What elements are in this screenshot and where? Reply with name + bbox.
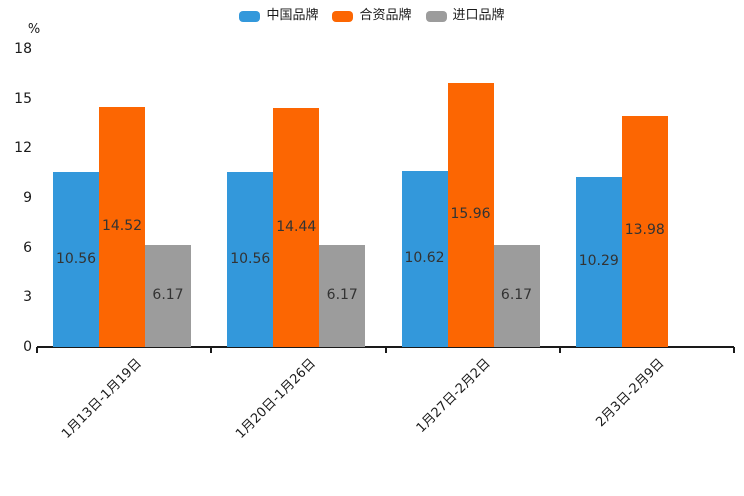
- bar-value-label: 10.29: [578, 252, 619, 269]
- x-axis-tick: [210, 347, 213, 353]
- x-axis-category-label: 1月20日-1月26日: [233, 356, 319, 442]
- legend: 中国品牌 合资品牌 进口品牌: [0, 7, 744, 25]
- legend-swatch-icon: [239, 10, 261, 22]
- legend-item: 中国品牌: [239, 7, 318, 25]
- bar-value-label: 6.17: [500, 286, 533, 303]
- y-axis-tick-label: 6: [23, 239, 32, 256]
- bar: [493, 244, 540, 347]
- y-axis-tick-label: 15: [14, 90, 32, 107]
- y-axis-tick-label: 3: [23, 289, 32, 306]
- bar-value-label: 6.17: [326, 286, 358, 303]
- bar-value-label: 10.62: [404, 250, 445, 267]
- legend-swatch-icon: [425, 10, 447, 22]
- x-axis-category-label: 1月13日-1月19日: [58, 356, 145, 442]
- bar: [575, 176, 622, 347]
- bar-value-label: 10.56: [55, 250, 97, 267]
- bar: [145, 244, 191, 347]
- bar-value-label: 13.98: [624, 222, 665, 239]
- bar: [447, 82, 494, 347]
- bar-value-label: 10.56: [230, 250, 271, 267]
- bar: [53, 172, 99, 347]
- bar-value-label: 15.96: [450, 205, 491, 222]
- bar: [227, 172, 274, 347]
- legend-item: 合资品牌: [332, 7, 412, 25]
- bar: [273, 108, 320, 347]
- x-axis-category-label: 1月27日-2月2日: [413, 356, 494, 436]
- y-axis-tick-label: 18: [14, 41, 32, 58]
- bar: [99, 106, 145, 347]
- y-axis-unit-label: %: [27, 22, 41, 37]
- legend-label: 中国品牌: [266, 8, 319, 23]
- bar-value-label: 6.17: [152, 286, 184, 303]
- y-axis-tick-label: 9: [23, 190, 32, 207]
- x-axis-category-label: 2月3日-2月9日: [593, 356, 668, 431]
- x-axis-tick: [558, 347, 561, 353]
- x-axis-tick: [36, 347, 38, 353]
- legend-label: 进口品牌: [452, 8, 505, 23]
- bar-value-label: 14.44: [276, 218, 317, 235]
- bar-value-label: 14.52: [101, 217, 143, 234]
- bar: [319, 244, 366, 347]
- legend-item: 进口品牌: [425, 7, 505, 25]
- legend-label: 合资品牌: [359, 8, 412, 23]
- bar: [401, 171, 448, 347]
- legend-swatch-icon: [332, 10, 354, 22]
- y-axis-tick-label: 12: [14, 140, 32, 157]
- x-axis-tick: [733, 347, 735, 353]
- y-axis-tick-label: 0: [23, 339, 32, 355]
- bar: [621, 115, 668, 347]
- x-axis-tick: [384, 347, 387, 353]
